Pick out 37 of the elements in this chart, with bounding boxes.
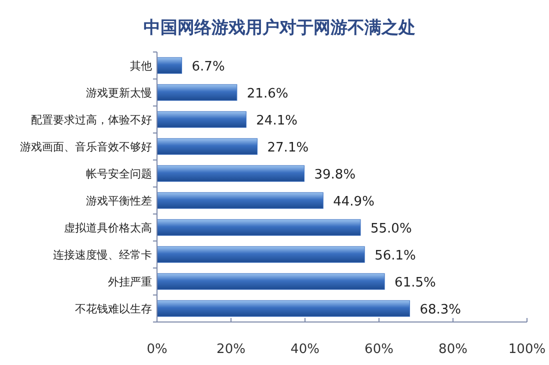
x-tick-label: 40% (290, 342, 320, 357)
data-label: 55.0% (370, 222, 412, 236)
x-tick-label: 20% (216, 342, 246, 357)
chart-title: 中国网络游戏用户对于网游不满之处 (144, 18, 416, 38)
data-label: 39.8% (314, 168, 356, 182)
bar (156, 84, 238, 101)
bar (156, 165, 305, 182)
bar (156, 57, 182, 74)
bar (156, 111, 246, 128)
y-tick-label: 其他 (130, 60, 152, 72)
bar (156, 273, 385, 290)
bar (156, 192, 324, 209)
y-tick-label: 游戏平衡性差 (86, 194, 152, 208)
y-tick-label: 外挂严重 (108, 276, 152, 288)
bar (156, 138, 258, 155)
data-label: 24.1% (256, 114, 298, 128)
data-label: 44.9% (333, 194, 374, 210)
data-label: 27.1% (267, 140, 309, 156)
data-label: 61.5% (394, 276, 436, 290)
y-tick-label: 帐号安全问题 (86, 168, 152, 180)
y-tick-label: 不花钱难以生存 (75, 302, 152, 316)
y-tick-label: 虚拟道具价格太高 (64, 222, 152, 234)
data-label: 6.7% (192, 60, 225, 74)
y-tick-label: 游戏更新太慢 (86, 86, 152, 100)
data-label: 68.3% (420, 302, 462, 318)
y-tick-label: 配置要求过高，体验不好 (31, 114, 152, 126)
data-label: 56.1% (374, 248, 416, 264)
data-label: 21.6% (246, 86, 288, 102)
bar (156, 246, 365, 263)
x-tick-label: 80% (438, 342, 468, 357)
bar (156, 219, 361, 236)
y-tick-label: 游戏画面、音乐音效不够好 (20, 140, 152, 154)
x-tick-label: 60% (364, 342, 394, 357)
bar (156, 300, 410, 317)
y-tick-label: 连接速度慢、经常卡 (53, 248, 152, 262)
x-tick-label: 0% (146, 342, 168, 357)
x-tick-label: 100% (508, 342, 546, 357)
